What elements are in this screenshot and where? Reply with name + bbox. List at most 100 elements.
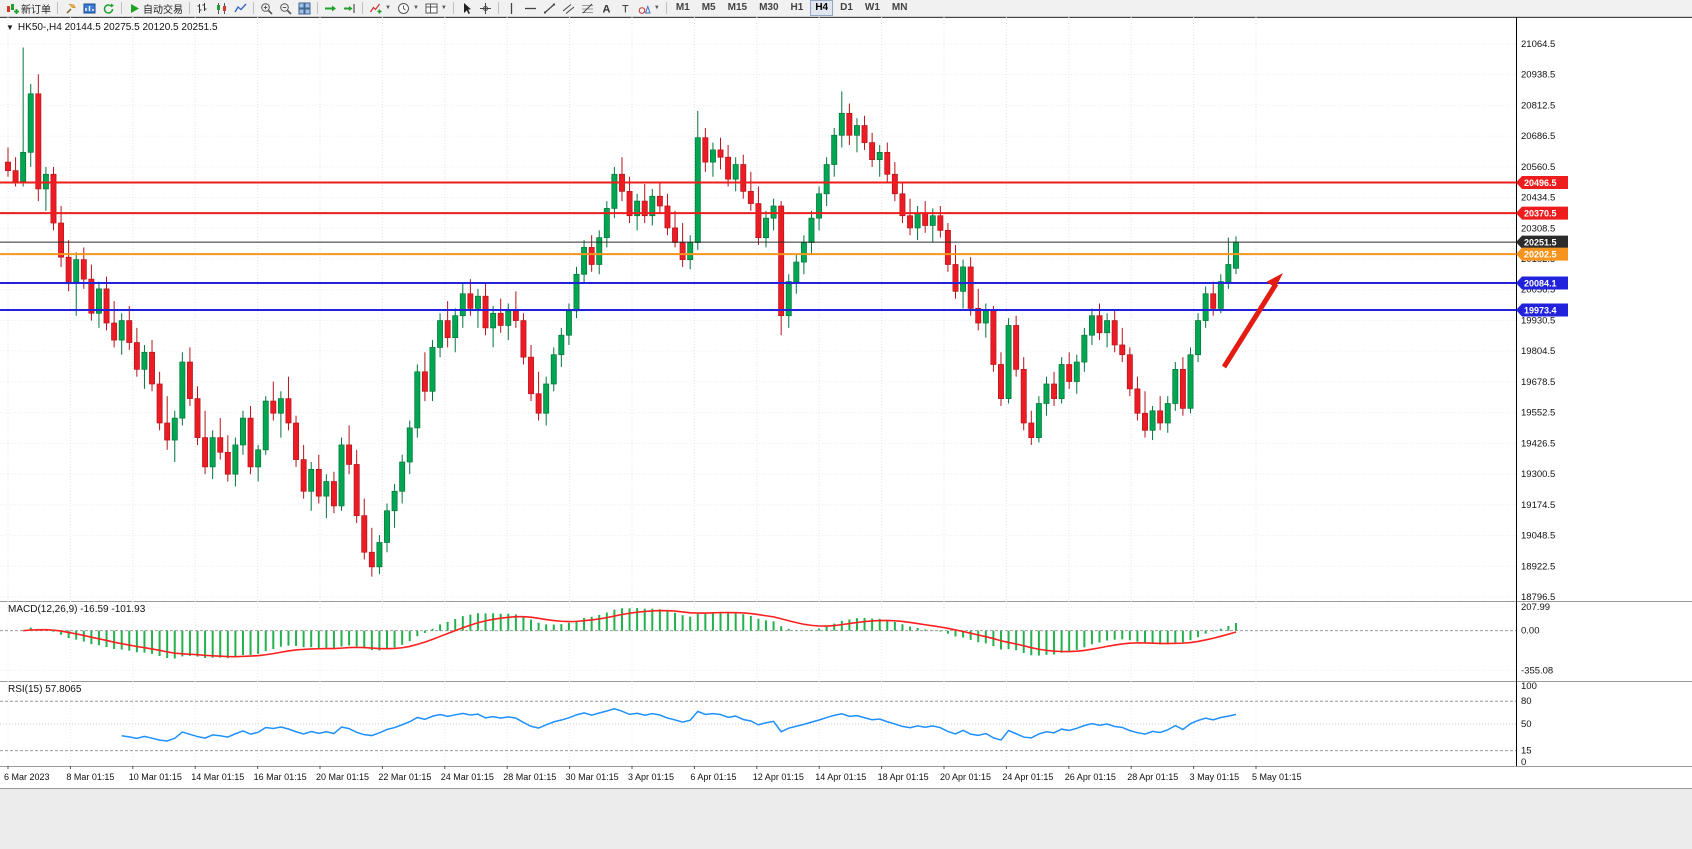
date-axis-label: 10 Mar 01:15 <box>129 772 182 782</box>
chevron-down-icon: ▼ <box>385 5 391 11</box>
zoom-out-button[interactable] <box>276 1 295 16</box>
toolbar-separator <box>253 2 254 14</box>
svg-text:19552.5: 19552.5 <box>1521 408 1555 419</box>
main-chart-panel: 21064.5 20938.5 20812.5 20686.5 20560.5 20434… <box>0 17 1692 601</box>
market-watch-button[interactable] <box>80 1 99 16</box>
toolbar-separator <box>317 2 318 14</box>
timeframe-m1-button[interactable]: M1 <box>675 2 690 13</box>
timeframe-w1-button[interactable]: W1 <box>864 2 880 13</box>
rsi-panel: 100 80 50 150 <box>0 681 1692 766</box>
templates-icon <box>425 2 438 15</box>
date-axis-label: 14 Apr 01:15 <box>815 772 866 782</box>
timeframe-h1-button[interactable]: H1 <box>790 2 804 13</box>
cursor-icon <box>460 2 473 15</box>
date-axis-label: 16 Mar 01:15 <box>254 772 307 782</box>
rsi-label: RSI(15) 57.8065 <box>8 684 82 695</box>
crosshair-button[interactable] <box>476 1 495 16</box>
macd-label: MACD(12,26,9) -16.59 -101.93 <box>8 604 146 615</box>
rsi-axis-label: 80 <box>1521 696 1532 707</box>
tile-windows-button[interactable] <box>295 1 314 16</box>
chart-bars-button[interactable] <box>193 1 212 16</box>
text-button[interactable]: A <box>597 1 616 16</box>
zoom-out-icon <box>279 2 292 15</box>
rsi-axis-label: 15 <box>1521 746 1532 757</box>
trend-arrow-annotation[interactable] <box>1221 273 1283 369</box>
svg-text:T: T <box>622 3 629 15</box>
price-axis[interactable]: 21064.5 20938.5 20812.5 20686.5 20560.5 20434… <box>1521 39 1555 601</box>
collapse-triangle-icon[interactable]: ▼ <box>6 23 14 32</box>
rsi-line <box>121 708 1237 742</box>
autotrade-button[interactable]: 自动交易 <box>125 1 186 16</box>
tile-windows-icon <box>298 2 311 15</box>
svg-text:20202.5: 20202.5 <box>1524 250 1557 260</box>
horizontal-line-button[interactable] <box>521 1 540 16</box>
chart-shift-icon <box>343 2 356 15</box>
svg-text:19048.5: 19048.5 <box>1521 531 1555 542</box>
line-chart-icon <box>234 2 247 15</box>
svg-text:20496.5: 20496.5 <box>1524 178 1557 188</box>
timeframe-h4-button[interactable]: H4 <box>810 0 834 16</box>
timeframe-m5-button[interactable]: M5 <box>701 2 716 13</box>
svg-text:20938.5: 20938.5 <box>1521 70 1555 81</box>
toolbar-separator <box>497 2 499 14</box>
date-axis-label: 30 Mar 01:15 <box>566 772 619 782</box>
svg-text:19426.5: 19426.5 <box>1521 438 1555 449</box>
autotrade-icon <box>128 2 141 15</box>
new-order-button[interactable]: 新订单 <box>3 1 54 16</box>
timeframe-m15-button[interactable]: M15 <box>727 2 748 13</box>
clock-icon <box>397 2 410 15</box>
arrows-button[interactable]: ▼ <box>635 1 663 16</box>
svg-text:19930.5: 19930.5 <box>1521 315 1555 326</box>
chart-shift-button[interactable] <box>340 1 359 16</box>
chart-line-button[interactable] <box>231 1 250 16</box>
equidistant-channel-button[interactable] <box>559 1 578 16</box>
date-axis-label: 22 Mar 01:15 <box>378 772 431 782</box>
date-axis-label: 28 Apr 01:15 <box>1127 772 1178 782</box>
timeframe-m30-button[interactable]: M30 <box>759 2 779 13</box>
macd-panel: 207.99 0.00 -355.08 <box>0 601 1692 681</box>
chart-candles-button[interactable] <box>212 1 231 16</box>
periods-button[interactable]: ▼ <box>394 1 422 16</box>
cursor-button[interactable] <box>457 1 476 16</box>
date-axis-label: 24 Apr 01:15 <box>1002 772 1053 782</box>
crosshair-icon <box>479 2 492 15</box>
timeframe-d1-button[interactable]: D1 <box>840 2 853 13</box>
date-axis-label: 20 Apr 01:15 <box>940 772 991 782</box>
refresh-button[interactable] <box>99 1 118 16</box>
trendline-button[interactable] <box>540 1 559 16</box>
date-axis-label: 12 Apr 01:15 <box>753 772 804 782</box>
svg-text:19804.5: 19804.5 <box>1521 346 1555 357</box>
time-axis[interactable]: 6 Mar 2023 8 Mar 01:15 10 Mar 01:15 14 Mar … <box>0 766 1692 788</box>
candlestick-series <box>5 47 1239 577</box>
zoom-in-button[interactable] <box>257 1 276 16</box>
charts-window-icon <box>83 2 96 15</box>
svg-text:20056.5: 20056.5 <box>1521 285 1555 296</box>
date-axis-label: 6 Mar 2023 <box>4 772 50 782</box>
date-axis-label: 14 Mar 01:15 <box>191 772 244 782</box>
candles-chart-icon <box>215 2 228 15</box>
auto-scroll-button[interactable] <box>321 1 340 16</box>
indicators-button[interactable]: ▼ <box>366 1 394 16</box>
svg-text:20251.5: 20251.5 <box>1524 238 1557 248</box>
toolbar-separator <box>665 2 667 14</box>
new-order-label: 新订单 <box>21 4 51 16</box>
svg-text:20084.1: 20084.1 <box>1524 278 1557 288</box>
svg-text:19300.5: 19300.5 <box>1521 469 1555 480</box>
window-background <box>0 788 1692 849</box>
svg-text:20370.5: 20370.5 <box>1524 209 1557 219</box>
fibo-icon <box>581 2 594 15</box>
date-axis-label: 5 May 01:15 <box>1252 772 1302 782</box>
text-label-button[interactable]: T <box>616 1 635 16</box>
zoom-in-icon <box>260 2 273 15</box>
vertical-line-button[interactable] <box>502 1 521 16</box>
timeframe-mn-button[interactable]: MN <box>891 2 908 13</box>
svg-text:A: A <box>602 3 610 15</box>
chart-title-text: HK50-,H4 20144.5 20275.5 20120.5 20251.5 <box>17 22 218 33</box>
refresh-icon <box>102 2 115 15</box>
templates-button[interactable]: ▼ <box>422 1 450 16</box>
svg-text:21064.5: 21064.5 <box>1521 39 1555 50</box>
tools-button[interactable] <box>61 1 80 16</box>
macd-axis-label: 207.99 <box>1521 602 1550 613</box>
fibonacci-button[interactable] <box>578 1 597 16</box>
